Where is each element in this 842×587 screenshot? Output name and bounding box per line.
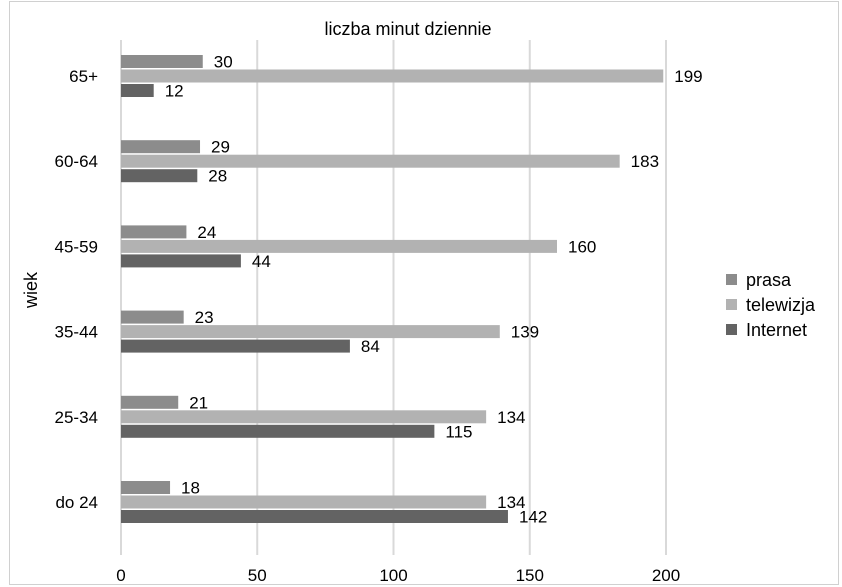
data-label: 29 [211,138,230,157]
data-label: 139 [511,323,539,342]
bars [121,55,664,523]
y-tick-label: 45-59 [55,237,98,256]
gridlines [120,40,667,555]
legend-label: Internet [746,320,807,340]
data-label: 134 [497,408,525,427]
y-tick-label: 65+ [69,67,98,86]
data-label: 44 [252,252,271,271]
bar-Internet [121,339,350,353]
data-label: 23 [195,308,214,327]
bar-Internet [121,510,508,523]
data-label: 84 [361,337,380,356]
legend-label: telewizja [746,295,816,315]
legend: prasa telewizja Internet [726,270,816,340]
bar-prasa [121,481,171,494]
legend-swatch [726,274,737,285]
bar-prasa [121,55,203,68]
y-tick-label: 35-44 [55,323,98,342]
bar-Internet [121,169,198,183]
legend-swatch [726,324,737,335]
bar-telewizja [121,325,500,339]
data-label: 28 [208,167,227,186]
data-label: 199 [674,67,702,86]
bar-prasa [121,225,187,239]
bar-Internet [121,254,241,268]
data-label: 160 [568,237,596,256]
x-tick-label: 100 [379,566,407,585]
data-labels: 1813414221134115231398424160442918328301… [165,53,703,527]
bar-Internet [121,84,154,97]
x-tick-label: 200 [652,566,680,585]
x-tick-labels: 0 50 100 150 200 [116,566,680,585]
chart-title: liczba minut dziennie [324,19,491,39]
bar-telewizja [121,69,664,83]
y-tick-labels: do 24 25-34 35-44 45-59 60-64 65+ [55,67,99,512]
bar-prasa [121,140,201,154]
y-tick-label: 25-34 [55,408,98,427]
y-axis-label: wiek [21,271,41,309]
bar-prasa [121,310,184,324]
legend-swatch [726,299,737,310]
data-label: 142 [519,508,547,527]
data-label: 12 [165,82,184,101]
data-label: 24 [197,223,216,242]
bar-prasa [121,395,179,409]
bar-telewizja [121,410,487,424]
y-tick-label: do 24 [55,493,98,512]
x-tick-label: 150 [516,566,544,585]
y-tick-label: 60-64 [55,152,98,171]
data-label: 115 [445,422,472,441]
bar-telewizja [121,239,557,253]
x-tick-label: 50 [248,566,267,585]
data-label: 30 [214,53,233,72]
bar-telewizja [121,495,487,509]
data-label: 18 [181,479,200,498]
legend-label: prasa [746,270,792,290]
data-label: 183 [631,152,659,171]
data-label: 134 [497,493,525,512]
data-label: 21 [189,393,208,412]
x-tick-label: 0 [116,566,125,585]
bar-Internet [121,424,435,438]
bar-telewizja [121,154,620,168]
